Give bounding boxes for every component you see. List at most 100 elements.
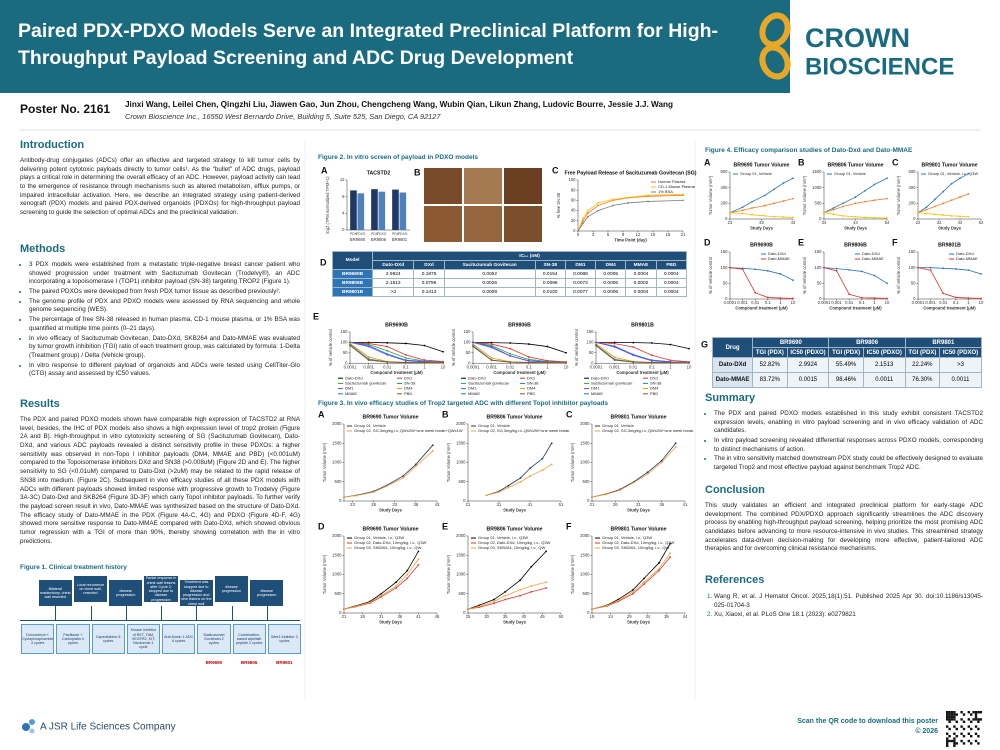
line — [591, 543, 671, 610]
x-tick-label: 26 — [613, 502, 618, 507]
panel-label: C — [892, 157, 899, 167]
panel-label: D — [318, 521, 325, 531]
point — [613, 359, 616, 361]
y-axis-label: % of Vehicle control — [451, 329, 456, 366]
point — [619, 489, 621, 492]
y-tick-label: 0 — [342, 227, 345, 232]
point — [688, 361, 690, 364]
point — [848, 268, 851, 271]
x-tick-label: 18 — [666, 232, 671, 237]
event-box: disease progression — [109, 580, 143, 606]
y-tick-label: 2000 — [332, 421, 342, 426]
x-tick-label: 0.01 — [506, 364, 515, 369]
line — [343, 450, 434, 498]
x-tick-label: 21 — [590, 502, 595, 507]
x-tick-label: 0.0001 — [818, 300, 831, 305]
legend-label: Dato-MMAE — [862, 256, 884, 261]
point — [395, 585, 397, 587]
qr-module — [950, 713, 954, 716]
point — [343, 608, 345, 611]
x-tick-label: 0.01 — [751, 300, 760, 305]
x-tick-label: 0.0001 — [467, 364, 480, 369]
point — [925, 212, 928, 215]
point — [632, 481, 635, 484]
chart-title: BR9806 Tumor Volume — [486, 526, 542, 532]
point — [832, 213, 835, 216]
point — [632, 592, 634, 595]
qr-module — [960, 718, 963, 721]
heading: Results — [20, 398, 60, 410]
point — [959, 196, 961, 198]
x-tick-label: 0.01 — [939, 300, 948, 305]
line — [917, 173, 969, 214]
point — [605, 493, 607, 496]
line — [595, 343, 689, 363]
model-label: BR9806 — [240, 659, 258, 665]
point — [541, 457, 544, 460]
chart-title: BR9801B — [631, 322, 654, 328]
point — [886, 282, 888, 285]
x-tick-label: BR9690 — [350, 237, 366, 242]
point — [980, 273, 982, 275]
qr-module — [948, 713, 951, 716]
line — [729, 267, 794, 299]
x-tick-label: 42 — [958, 220, 963, 225]
point — [442, 350, 444, 353]
y-tick-label: 1000 — [332, 460, 342, 465]
point — [490, 359, 493, 362]
point — [763, 204, 766, 207]
x-tick-label: 45 — [540, 614, 545, 619]
point — [493, 600, 495, 603]
treatment-box: Paclitaxel + Carboplatin 4 cycles — [56, 624, 90, 654]
list-item: The percentage of free SN-38 released in… — [29, 316, 300, 333]
qr-module — [955, 735, 958, 738]
point — [509, 342, 512, 344]
point — [925, 208, 928, 211]
point — [577, 230, 579, 232]
point — [632, 590, 634, 593]
cell: 2.9924 — [786, 357, 830, 373]
legend-label: DXd — [404, 375, 412, 380]
treatment-box: Anti-Mucin 1 ADC 6 cycles — [162, 624, 196, 654]
x-tick-label: 50 — [559, 614, 564, 619]
legend-label: Dato-MMAE — [956, 256, 978, 261]
panel-label: C — [566, 409, 573, 419]
point — [773, 188, 775, 191]
point — [587, 209, 589, 212]
qr-module — [967, 739, 970, 743]
x-tick-label: 38 — [414, 502, 419, 507]
copyright: © 2026 — [915, 727, 938, 735]
x-axis-label: Study Days — [938, 226, 961, 231]
header-cell: IC₅₀ (nM) — [372, 251, 687, 261]
cell: 2.1513 — [862, 357, 906, 373]
bar-label: PDXO — [398, 232, 408, 236]
qr-module — [948, 718, 951, 721]
qr-module — [977, 727, 980, 731]
point — [545, 581, 548, 584]
line — [729, 267, 794, 281]
legend-label: Dato-DXd — [345, 375, 363, 380]
x-tick-label: 40 — [521, 614, 526, 619]
point — [386, 349, 389, 352]
y-tick-label: 0 — [587, 610, 590, 615]
point — [519, 480, 522, 483]
chart-title: BR9801B — [938, 242, 961, 248]
qr-module — [946, 715, 949, 719]
table-row: Dato-DXd DXd Sacituzumab Govitecan SN-38 DM1… — [333, 260, 688, 270]
x-tick-label: 1 — [669, 364, 672, 369]
x-axis-label: Study Days — [379, 508, 402, 513]
point — [782, 216, 785, 218]
list-item: In vivo efficacy of Sacituzumab Goviteca… — [29, 335, 300, 361]
legend-label: Group 03, SKB264, 10mg/kg, i.v., QW — [354, 545, 422, 550]
paragraph: The PDX and paired PDXO models shown hav… — [20, 416, 300, 545]
point — [669, 542, 672, 545]
x-tick-label: 1 — [423, 364, 426, 369]
list-item: The paired PDXOs were developed from fre… — [29, 288, 300, 297]
legend-label: SN-38 — [527, 380, 539, 385]
x-tick-label: 41 — [416, 614, 421, 619]
point — [754, 291, 757, 294]
list: The PDX and paired PDXO models establish… — [705, 410, 983, 473]
panel-label: A — [321, 165, 328, 175]
legend-label: Sacituzumab govitecan — [468, 380, 509, 385]
legend-label: Group 02, Dato-DXd, 10mg/kg, i.v., Q3W — [478, 540, 551, 545]
